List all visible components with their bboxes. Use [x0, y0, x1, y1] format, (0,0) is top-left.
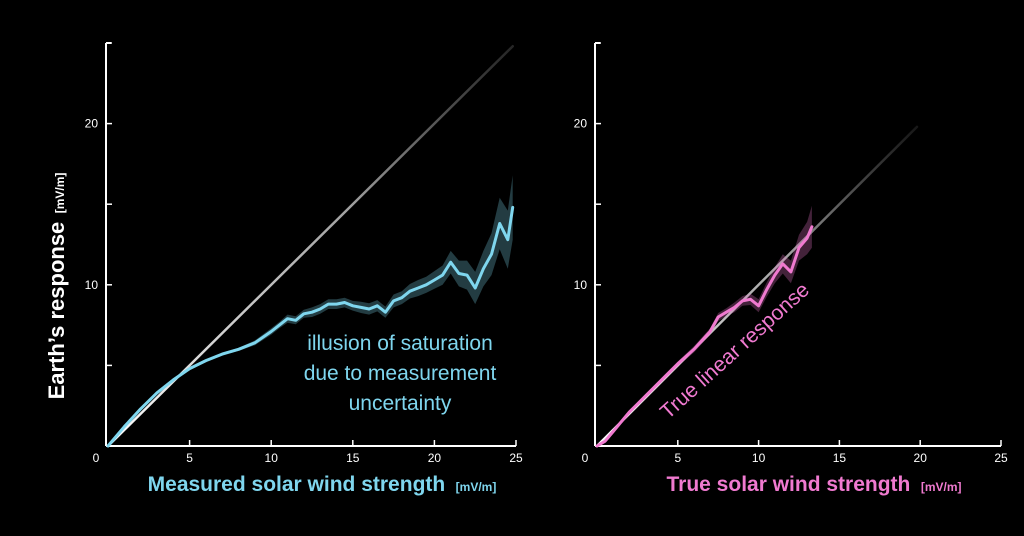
- left-x-axis-label-main: Measured solar wind strength: [148, 473, 446, 496]
- left-annotation: illusion of saturation due to measurement…: [304, 332, 497, 415]
- right-chart-ticks: 0 5 10 15 20 25 10 20: [574, 42, 1008, 465]
- right-series-line: [595, 225, 814, 448]
- left-chart-ticks: 0 5 10 15 20 25 10 20: [85, 42, 523, 465]
- y-axis-label-main: Earth’s response: [44, 222, 69, 400]
- left-annotation-line: illusion of saturation: [307, 332, 493, 355]
- left-reference-line: [106, 44, 514, 448]
- right-x-tick-label: 25: [994, 451, 1008, 465]
- left-series-line: [106, 205, 515, 448]
- right-y-tick-label: 10: [574, 278, 588, 292]
- right-x-tick-label: 10: [752, 451, 766, 465]
- left-x-axis-label-unit: [mV/m]: [456, 480, 497, 494]
- y-axis-label: Earth’s response [mV/m]: [44, 173, 69, 400]
- right-x-tick-label: 0: [582, 451, 589, 465]
- left-annotation-line: uncertainty: [349, 392, 452, 415]
- left-uncertainty-band: [108, 175, 513, 446]
- right-x-axis-label-main: True solar wind strength: [667, 473, 911, 496]
- right-annotation-line: True linear response: [656, 278, 814, 423]
- left-x-tick-label: 25: [509, 451, 523, 465]
- left-x-axis-label: Measured solar wind strength [mV/m]: [148, 473, 497, 496]
- left-y-tick-label: 20: [85, 117, 99, 131]
- left-x-tick-label: 0: [93, 451, 100, 465]
- right-y-tick-label: 20: [574, 117, 588, 131]
- y-axis-label-unit: [mV/m]: [53, 173, 67, 214]
- left-x-tick-label: 10: [265, 451, 279, 465]
- right-x-axis-label: True solar wind strength [mV/m]: [667, 473, 962, 496]
- left-x-tick-label: 15: [346, 451, 360, 465]
- left-y-tick-label: 10: [85, 278, 99, 292]
- right-x-tick-label: 5: [674, 451, 681, 465]
- right-annotation: True linear response: [656, 278, 814, 423]
- right-x-tick-label: 15: [833, 451, 847, 465]
- left-x-tick-label: 20: [428, 451, 442, 465]
- right-x-axis-label-unit: [mV/m]: [921, 480, 962, 494]
- left-chart-panel: 0 5 10 15 20 25 10 20 illusion of saturation due…: [85, 42, 523, 496]
- right-x-tick-label: 20: [914, 451, 928, 465]
- left-annotation-line: due to measurement: [304, 362, 497, 385]
- left-x-tick-label: 5: [186, 451, 193, 465]
- right-chart-panel: 0 5 10 15 20 25 10 20 True linear response True…: [574, 42, 1008, 496]
